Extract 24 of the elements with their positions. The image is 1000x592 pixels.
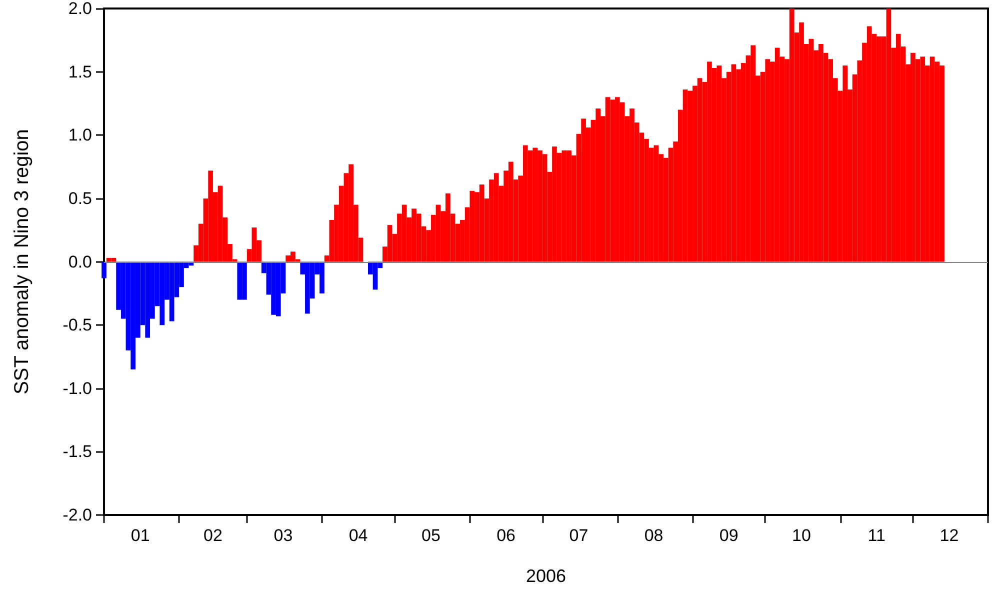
y-tick-label: 0.5 — [68, 188, 92, 208]
y-tick-label: 1.0 — [68, 126, 92, 145]
y-tick-label: 0.0 — [68, 252, 92, 272]
y-tick-label: 1.5 — [68, 62, 92, 82]
y-tick-label: 2.0 — [68, 0, 92, 18]
y-axis-title: SST anomaly in Nino 3 region — [11, 129, 33, 394]
x-tick-label: 02 — [204, 526, 222, 545]
y-tick-label: -0.5 — [62, 316, 92, 335]
bar — [102, 262, 106, 278]
x-tick-label: 04 — [348, 526, 368, 545]
x-tick-label: 06 — [496, 526, 516, 545]
y-tick-label: -1.0 — [62, 378, 92, 398]
x-tick-label: 01 — [130, 526, 150, 545]
x-tick-label: 08 — [644, 526, 664, 545]
x-axis-title: 2006 — [526, 566, 566, 586]
x-tick-label: 11 — [868, 526, 886, 545]
x-tick-label: 09 — [719, 526, 738, 545]
x-tick-label: 10 — [792, 526, 811, 545]
y-tick-label: -2.0 — [62, 506, 92, 524]
x-tick-label: 07 — [569, 526, 588, 545]
x-tick-label: 05 — [422, 526, 440, 545]
x-tick-label: 03 — [274, 526, 293, 545]
x-tick-label: 12 — [940, 526, 959, 545]
y-tick-label: -1.5 — [62, 442, 92, 462]
